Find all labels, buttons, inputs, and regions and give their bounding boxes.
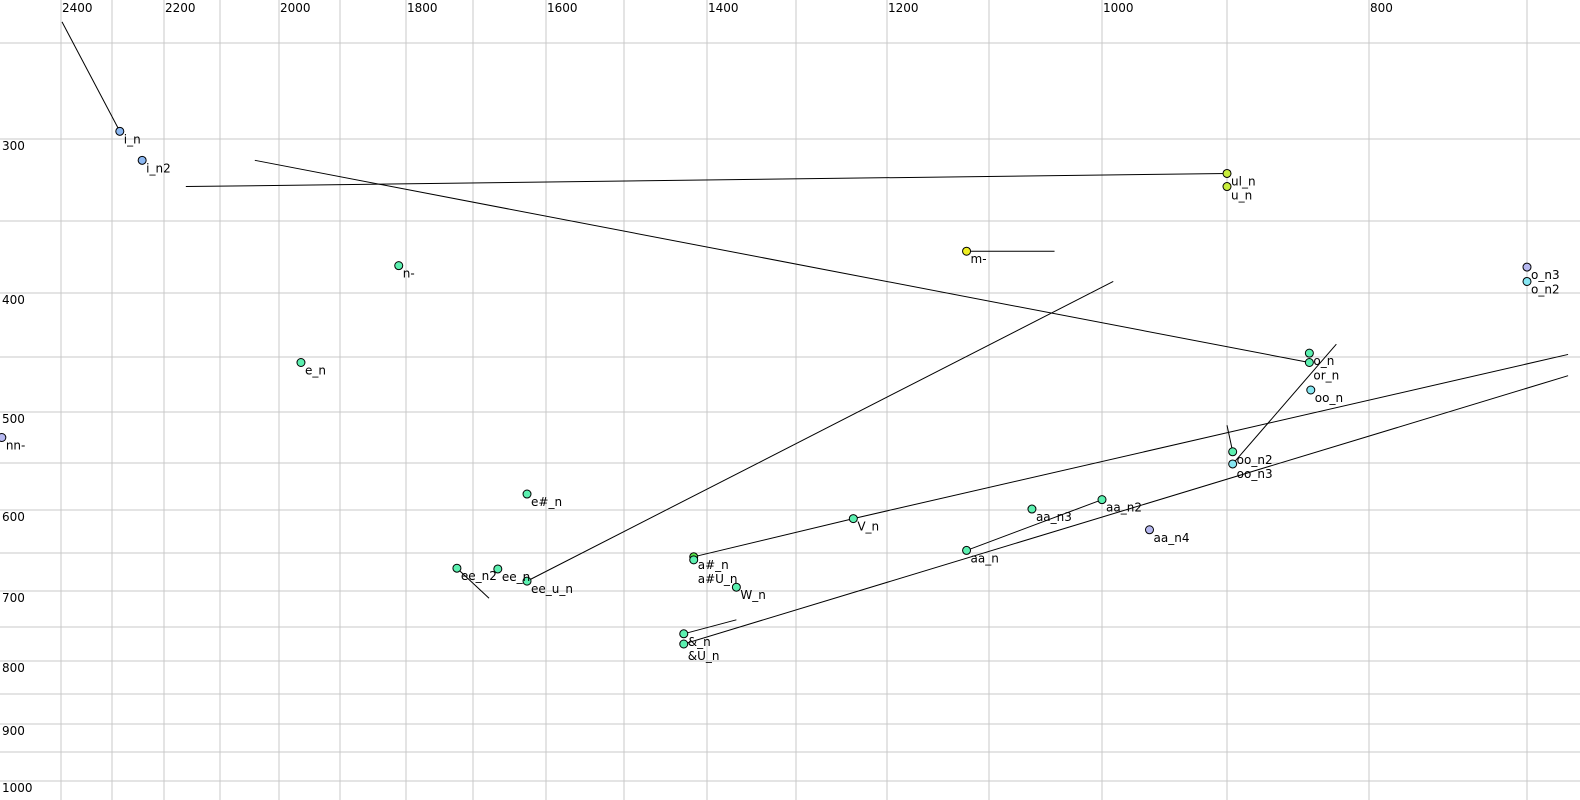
point-label: e_n [305, 364, 326, 378]
point-o_n3[interactable] [1522, 262, 1532, 272]
x-tick-label: 2400 [62, 1, 93, 15]
point-label: o_n3 [1531, 268, 1560, 282]
point-o_n[interactable] [1304, 348, 1314, 358]
trajectory-or_n [254, 159, 1310, 363]
point-label: ul_n [1231, 174, 1256, 188]
y-tick-label: 800 [2, 661, 25, 675]
point-label: &_n [688, 635, 711, 649]
point-label: ee_n [502, 570, 530, 584]
x-tick-label: 1600 [547, 1, 578, 15]
point-n-[interactable] [394, 261, 404, 271]
point-label: n- [403, 267, 415, 281]
trajectory-ul_n [185, 172, 1228, 188]
point-label: ee_n2 [461, 569, 497, 583]
point-oo_n3[interactable] [1228, 459, 1238, 469]
point-aa_n[interactable] [962, 545, 972, 555]
trajectory-i_n [61, 21, 121, 132]
trajectories [61, 21, 1569, 645]
y-tick-label: 900 [2, 724, 25, 738]
point-o_n2[interactable] [1522, 276, 1532, 286]
trajectory-&U_n [683, 375, 1569, 645]
point-&_n[interactable] [679, 629, 689, 639]
point-nn-[interactable] [0, 433, 7, 442]
point-aa_n3[interactable] [1027, 504, 1037, 514]
point-label: i_n2 [146, 161, 171, 175]
trajectory-aa_n [966, 499, 1103, 551]
point-label: a#U_n [698, 572, 738, 586]
point-aa_n2[interactable] [1097, 495, 1107, 505]
point-ee_u_n[interactable] [522, 576, 532, 586]
trajectory-oo_n2 [1226, 425, 1234, 452]
data-points [0, 126, 1532, 649]
point-e#_n[interactable] [522, 489, 532, 499]
trajectory-a#_n [693, 518, 854, 558]
trajectory-V_n [853, 353, 1569, 520]
y-tick-label: 500 [2, 412, 25, 426]
point-label: a#_n [698, 558, 729, 572]
point-oo_n[interactable] [1306, 385, 1316, 395]
y-tick-label: 1000 [2, 781, 33, 795]
x-tick-label: 1400 [708, 1, 739, 15]
point-label: o_n2 [1531, 282, 1560, 296]
point-labels: i_n i_n2 ul_nu_n m-n-e_n nn-e#_n ee_n2 ee_nee_… [6, 132, 1560, 663]
point-label: nn- [6, 439, 26, 453]
point-u_n[interactable] [1222, 182, 1232, 192]
trajectory-ee_n2 [456, 567, 490, 599]
point-label: aa_n2 [1106, 501, 1142, 515]
point-a#U_n[interactable] [689, 555, 699, 565]
point-label: o_n [1313, 354, 1334, 368]
point-ee_n[interactable] [493, 564, 503, 574]
point-label: W_n [740, 588, 765, 602]
point-label: aa_n3 [1036, 510, 1072, 524]
x-tick-label: 1000 [1103, 1, 1134, 15]
y-tick-label: 400 [2, 293, 25, 307]
point-label: ee_u_n [531, 582, 573, 596]
point-label: e#_n [531, 495, 562, 509]
point-V_n[interactable] [848, 514, 858, 524]
trajectory-oo_n3 [1232, 343, 1337, 465]
point-i_n[interactable] [115, 126, 125, 136]
point-label: oo_n [1315, 391, 1343, 405]
point-i_n2[interactable] [137, 155, 147, 165]
tick-labels: 2400 2200 2000 1800 1600 1400 1200 1000 800 300 40… [2, 1, 1393, 795]
x-tick-label: 2000 [280, 1, 311, 15]
trajectory-ee_u_n [526, 281, 1114, 582]
point-label: &U_n [688, 649, 720, 663]
point-aa_n4[interactable] [1145, 525, 1154, 535]
point-&U_n[interactable] [679, 639, 689, 649]
point-W_n[interactable] [731, 582, 741, 592]
x-tick-label: 1200 [888, 1, 919, 15]
x-tick-label: 1800 [407, 1, 438, 15]
point-label: i_n [124, 132, 141, 146]
point-label: m- [971, 252, 987, 266]
y-tick-label: 600 [2, 510, 25, 524]
x-tick-label: 2200 [165, 1, 196, 15]
point-label: aa_n [971, 551, 999, 565]
point-label: or_n [1313, 369, 1339, 383]
point-e_n[interactable] [296, 358, 306, 367]
point-label: oo_n3 [1237, 467, 1273, 481]
point-label: u_n [1231, 189, 1252, 203]
point-label: aa_n4 [1154, 531, 1190, 545]
point-m-[interactable] [962, 246, 972, 256]
y-tick-label: 300 [2, 139, 25, 153]
trajectory-&_n [683, 619, 737, 635]
point-label: oo_n2 [1237, 453, 1273, 467]
x-tick-label: 800 [1370, 1, 1393, 15]
point-or_n[interactable] [1304, 358, 1314, 367]
point-oo_n2[interactable] [1228, 447, 1238, 457]
point-ul_n[interactable] [1222, 168, 1232, 178]
point-ee_n2[interactable] [452, 563, 462, 573]
y-tick-label: 700 [2, 591, 25, 605]
point-label: V_n [857, 520, 879, 534]
